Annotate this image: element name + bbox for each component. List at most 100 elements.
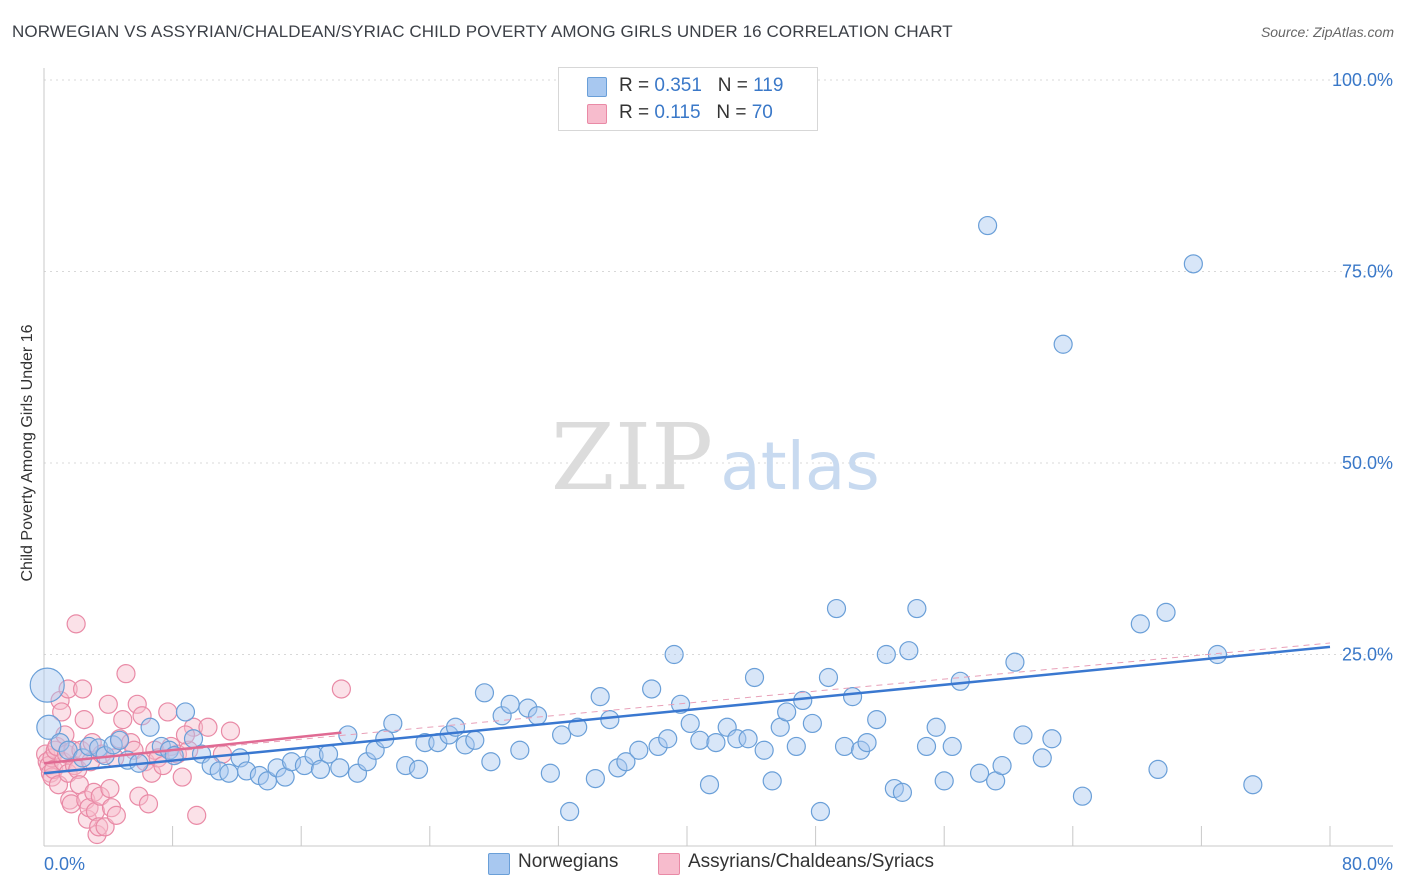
assyrian-point: [87, 824, 107, 845]
x-tick-label-max: 80.0%: [1342, 854, 1393, 874]
norwegian-point: [1156, 602, 1176, 622]
norwegian-point: [826, 598, 847, 619]
assyrian-point: [198, 717, 218, 737]
norwegian-point: [842, 687, 863, 707]
legend-n-value: 70: [751, 102, 773, 123]
norwegian-point: [907, 598, 927, 619]
norwegian-point: [857, 732, 877, 753]
norwegian-point: [1148, 759, 1168, 780]
norwegian-point: [29, 667, 65, 703]
norwegian-point: [500, 694, 520, 714]
norwegian-point: [762, 771, 782, 791]
watermark-atlas: atlas: [720, 428, 880, 505]
norwegian-point: [552, 725, 572, 745]
legend-r-label: R =: [619, 75, 655, 96]
assyrian-point: [74, 710, 94, 730]
norwegian-point: [408, 759, 429, 780]
assyrian-point: [127, 694, 147, 714]
assyrian-point: [95, 817, 115, 837]
norwegian-point: [786, 736, 806, 757]
norwegian-point: [690, 730, 710, 750]
assyrian-point: [172, 767, 192, 787]
norwegian-point: [219, 763, 239, 783]
bottom-legend-label-assyrians: Assyrians/Chaldeans/Syriacs: [688, 851, 935, 872]
legend-swatch-assyrians: [587, 104, 607, 124]
assyrian-point: [129, 786, 149, 806]
chart-source: Source: ZipAtlas.com: [1260, 24, 1394, 40]
norwegian-point: [934, 771, 954, 791]
norwegian-point: [396, 755, 416, 776]
assyrian-point: [98, 694, 118, 714]
norwegian-point: [175, 702, 196, 722]
assyrian-point: [106, 805, 126, 825]
y-tick-label: 50.0%: [1342, 453, 1393, 473]
norwegian-point: [777, 702, 797, 722]
norwegian-point: [754, 740, 774, 760]
norwegian-point: [1243, 775, 1263, 795]
norwegian-point: [727, 729, 747, 749]
norwegian-point: [1032, 748, 1052, 768]
assyrian-point: [220, 721, 241, 741]
gridlines: [44, 79, 1393, 655]
norwegian-point: [1005, 652, 1025, 672]
norwegian-point: [540, 763, 560, 783]
assyrian-point: [89, 817, 109, 837]
y-tick-label: 100.0%: [1332, 70, 1393, 90]
assyrian-point: [72, 679, 93, 699]
norwegian-trend-line: [43, 645, 1331, 775]
norwegian-point: [851, 740, 871, 760]
norwegian-point: [664, 644, 684, 665]
norwegian-point: [527, 706, 548, 726]
norwegian-point: [834, 736, 855, 757]
norwegian-point: [658, 729, 678, 749]
legend-swatch-norwegians: [587, 77, 607, 97]
assyrian-point: [113, 710, 133, 730]
norwegian-point: [568, 717, 588, 737]
legend-n-label: N =: [716, 102, 752, 123]
bottom-legend-swatch-norwegians: [488, 853, 510, 875]
norwegian-point: [281, 752, 302, 772]
norwegian-point: [36, 714, 62, 740]
norwegian-point: [1042, 729, 1062, 749]
norwegian-point: [942, 736, 962, 757]
norwegian-point: [1053, 334, 1073, 354]
norwegian-point: [236, 761, 257, 781]
assyrian-point: [90, 786, 110, 806]
chart-title: NORWEGIAN VS ASSYRIAN/CHALDEAN/SYRIAC CH…: [12, 22, 953, 41]
norwegian-point: [642, 679, 662, 699]
assyrian-point: [187, 805, 207, 825]
norwegian-point: [629, 740, 649, 760]
norwegian-point: [590, 687, 610, 707]
norwegian-point: [383, 713, 403, 734]
norwegian-point: [310, 759, 331, 780]
norwegian-point: [916, 736, 937, 757]
y-axis-label: Child Poverty Among Girls Under 16: [19, 324, 36, 582]
norwegian-point: [585, 768, 605, 789]
y-tick-label: 75.0%: [1342, 262, 1393, 282]
norwegian-point: [1072, 786, 1093, 806]
legend-text-assyrians: R = 0.115 N = 70: [619, 102, 773, 124]
watermark: ZIP atlas: [551, 404, 880, 511]
assyrian-point: [331, 679, 351, 699]
assyrian-point: [116, 664, 136, 684]
norwegian-point: [1130, 614, 1150, 634]
assyrian-point: [100, 778, 120, 799]
assyrian-point: [52, 702, 72, 722]
norwegian-point: [818, 667, 839, 688]
norwegian-point: [294, 755, 315, 776]
norwegian-point: [1013, 725, 1033, 745]
norwegian-point: [481, 752, 501, 772]
norwegian-point: [926, 717, 946, 737]
assyrian-trend-line: [43, 731, 342, 765]
assyrian-point: [132, 706, 152, 726]
norwegian-point: [706, 732, 726, 753]
norwegian-point: [455, 735, 475, 755]
legend-r-value: 0.351: [654, 75, 702, 96]
norwegian-point: [978, 215, 998, 236]
norwegian-point: [600, 710, 620, 730]
norwegian-point: [474, 683, 495, 703]
norwegian-point: [648, 736, 668, 757]
norwegian-point: [969, 763, 990, 783]
norwegian-point: [738, 729, 758, 749]
norwegian-point: [899, 641, 919, 661]
